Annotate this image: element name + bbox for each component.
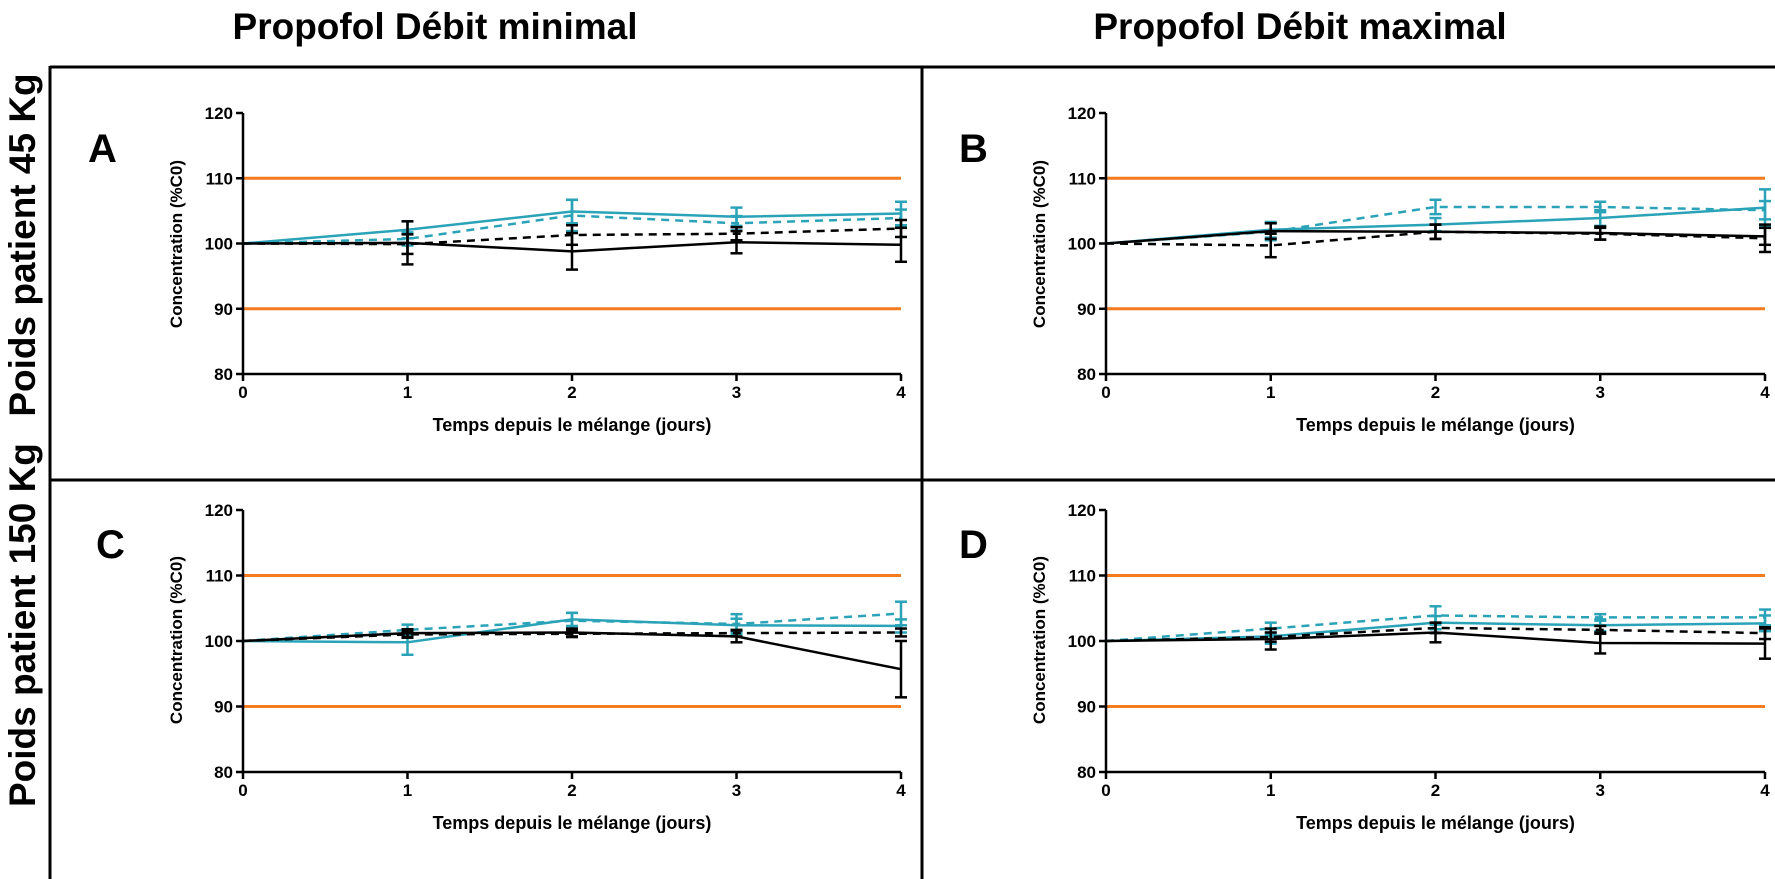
y-tick-label: 90 <box>214 300 233 319</box>
panel-a: A 80 90 100 110 120 0 1 2 3 4 Concentration (%C0) Te… <box>88 104 907 435</box>
panel-d: D 80 90 100 110 120 0 1 2 3 4 Concentration (%C0) Te… <box>959 501 1771 833</box>
x-tick-label: 3 <box>1596 781 1605 800</box>
y-axis-label: Concentration (%C0) <box>1030 556 1049 724</box>
series-black-dashed <box>242 218 907 256</box>
y-tick-label: 120 <box>1068 501 1096 520</box>
x-tick-label: 2 <box>1431 383 1440 402</box>
series-black-dashed <box>1105 621 1771 643</box>
x-tick-label: 4 <box>1760 383 1770 402</box>
x-tick-label: 2 <box>567 383 576 402</box>
x-tick-label: 2 <box>567 781 576 800</box>
x-axis-label: Temps depuis le mélange (jours) <box>1296 415 1575 435</box>
series-line <box>1105 205 1766 245</box>
column-title-max-flow: Propofol Débit maximal <box>1093 6 1507 47</box>
y-tick-label: 100 <box>205 632 233 651</box>
panel-letter: D <box>959 523 988 567</box>
series-line <box>1105 230 1766 247</box>
y-tick-label: 90 <box>1077 300 1096 319</box>
y-tick-label: 100 <box>1068 235 1096 254</box>
x-tick-label: 4 <box>896 781 906 800</box>
y-tick-label: 80 <box>1077 763 1096 782</box>
x-tick-label: 0 <box>1101 383 1110 402</box>
y-tick-label: 110 <box>206 169 233 188</box>
y-axis-label: Concentration (%C0) <box>1030 160 1049 328</box>
panel-letter: A <box>88 127 117 171</box>
panel-letter: C <box>96 523 125 567</box>
series-black-solid <box>242 627 907 699</box>
x-tick-label: 2 <box>1431 781 1440 800</box>
x-tick-label: 0 <box>1101 781 1110 800</box>
panel-b: B 80 90 100 110 120 0 1 2 3 4 Concentration (%C0) Te… <box>959 104 1771 435</box>
y-tick-label: 100 <box>205 235 233 254</box>
column-title-min-flow: Propofol Débit minimal <box>232 6 638 47</box>
y-tick-label: 90 <box>1077 698 1096 717</box>
panel-c: C 80 90 100 110 120 0 1 2 3 4 Concentration (%C0) Te… <box>96 501 907 833</box>
panel-letter: B <box>959 127 988 171</box>
y-tick-label: 90 <box>214 698 233 717</box>
y-tick-label: 110 <box>1069 567 1096 586</box>
x-axis-label: Temps depuis le mélange (jours) <box>433 813 712 833</box>
y-tick-label: 110 <box>1069 169 1096 188</box>
x-tick-label: 1 <box>1266 383 1275 402</box>
y-axis-label: Concentration (%C0) <box>167 556 186 724</box>
x-tick-label: 0 <box>238 383 247 402</box>
x-tick-label: 4 <box>896 383 906 402</box>
x-tick-label: 3 <box>732 383 741 402</box>
x-tick-label: 3 <box>732 781 741 800</box>
y-tick-label: 120 <box>1068 104 1096 123</box>
x-tick-label: 1 <box>1266 781 1275 800</box>
series-black-dashed <box>1105 223 1771 259</box>
series-teal-dashed <box>1105 605 1771 643</box>
y-tick-label: 120 <box>205 104 233 123</box>
x-axis-label: Temps depuis le mélange (jours) <box>433 415 712 435</box>
y-tick-label: 120 <box>205 501 233 520</box>
y-tick-label: 110 <box>206 567 233 586</box>
y-tick-label: 80 <box>214 365 233 384</box>
y-tick-label: 80 <box>1077 365 1096 384</box>
x-tick-label: 1 <box>403 781 412 800</box>
x-axis-label: Temps depuis le mélange (jours) <box>1296 813 1575 833</box>
y-tick-label: 100 <box>1068 632 1096 651</box>
series-black-dashed <box>242 627 907 643</box>
panel-grid-lines <box>48 65 1775 879</box>
x-tick-label: 0 <box>238 781 247 800</box>
y-axis-label: Concentration (%C0) <box>167 160 186 328</box>
x-tick-label: 1 <box>403 383 412 402</box>
series-line <box>242 214 902 245</box>
x-tick-label: 4 <box>1760 781 1770 800</box>
y-tick-label: 80 <box>214 763 233 782</box>
x-tick-label: 3 <box>1596 383 1605 402</box>
series-line <box>1105 614 1765 643</box>
